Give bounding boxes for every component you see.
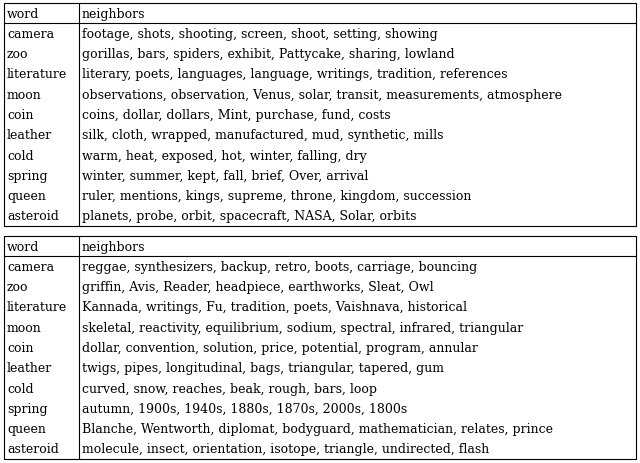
- Text: camera: camera: [7, 260, 54, 273]
- Text: reggae, synthesizers, backup, retro, boots, carriage, bouncing: reggae, synthesizers, backup, retro, boo…: [81, 260, 477, 273]
- Text: moon: moon: [7, 88, 42, 101]
- Text: neighbors: neighbors: [81, 7, 145, 20]
- Text: moon: moon: [7, 321, 42, 334]
- Text: spring: spring: [7, 169, 47, 182]
- Text: observations, observation, Venus, solar, transit, measurements, atmosphere: observations, observation, Venus, solar,…: [81, 88, 561, 101]
- Text: cold: cold: [7, 382, 34, 394]
- Text: autumn, 1900s, 1940s, 1880s, 1870s, 2000s, 1800s: autumn, 1900s, 1940s, 1880s, 1870s, 2000…: [81, 402, 407, 415]
- Text: Kannada, writings, Fu, tradition, poets, Vaishnava, historical: Kannada, writings, Fu, tradition, poets,…: [81, 301, 467, 314]
- Text: spring: spring: [7, 402, 47, 415]
- Text: literature: literature: [7, 301, 67, 314]
- Bar: [4, 4, 636, 226]
- Text: gorillas, bars, spiders, exhibit, Pattycake, sharing, lowland: gorillas, bars, spiders, exhibit, Pattyc…: [81, 48, 454, 61]
- Text: camera: camera: [7, 28, 54, 41]
- Text: coin: coin: [7, 341, 33, 354]
- Text: literature: literature: [7, 69, 67, 81]
- Text: ruler, mentions, kings, supreme, throne, kingdom, succession: ruler, mentions, kings, supreme, throne,…: [81, 190, 471, 203]
- Text: word: word: [7, 7, 40, 20]
- Text: silk, cloth, wrapped, manufactured, mud, synthetic, mills: silk, cloth, wrapped, manufactured, mud,…: [81, 129, 443, 142]
- Text: queen: queen: [7, 422, 46, 435]
- Text: dollar, convention, solution, price, potential, program, annular: dollar, convention, solution, price, pot…: [81, 341, 477, 354]
- Bar: [4, 237, 636, 459]
- Text: neighbors: neighbors: [81, 240, 145, 253]
- Text: zoo: zoo: [7, 48, 29, 61]
- Text: coin: coin: [7, 109, 33, 122]
- Text: leather: leather: [7, 362, 52, 375]
- Text: coins, dollar, dollars, Mint, purchase, fund, costs: coins, dollar, dollars, Mint, purchase, …: [81, 109, 390, 122]
- Text: winter, summer, kept, fall, brief, Over, arrival: winter, summer, kept, fall, brief, Over,…: [81, 169, 368, 182]
- Text: asteroid: asteroid: [7, 210, 59, 223]
- Text: molecule, insect, orientation, isotope, triangle, undirected, flash: molecule, insect, orientation, isotope, …: [81, 443, 489, 456]
- Text: twigs, pipes, longitudinal, bags, triangular, tapered, gum: twigs, pipes, longitudinal, bags, triang…: [81, 362, 444, 375]
- Text: queen: queen: [7, 190, 46, 203]
- Text: curved, snow, reaches, beak, rough, bars, loop: curved, snow, reaches, beak, rough, bars…: [81, 382, 376, 394]
- Text: griffin, Avis, Reader, headpiece, earthworks, Sleat, Owl: griffin, Avis, Reader, headpiece, earthw…: [81, 281, 433, 294]
- Text: word: word: [7, 240, 40, 253]
- Text: literary, poets, languages, language, writings, tradition, references: literary, poets, languages, language, wr…: [81, 69, 507, 81]
- Text: Blanche, Wentworth, diplomat, bodyguard, mathematician, relates, prince: Blanche, Wentworth, diplomat, bodyguard,…: [81, 422, 552, 435]
- Text: zoo: zoo: [7, 281, 29, 294]
- Text: leather: leather: [7, 129, 52, 142]
- Text: cold: cold: [7, 149, 34, 162]
- Text: planets, probe, orbit, spacecraft, NASA, Solar, orbits: planets, probe, orbit, spacecraft, NASA,…: [81, 210, 416, 223]
- Text: footage, shots, shooting, screen, shoot, setting, showing: footage, shots, shooting, screen, shoot,…: [81, 28, 437, 41]
- Text: asteroid: asteroid: [7, 443, 59, 456]
- Text: warm, heat, exposed, hot, winter, falling, dry: warm, heat, exposed, hot, winter, fallin…: [81, 149, 366, 162]
- Text: skeletal, reactivity, equilibrium, sodium, spectral, infrared, triangular: skeletal, reactivity, equilibrium, sodiu…: [81, 321, 523, 334]
